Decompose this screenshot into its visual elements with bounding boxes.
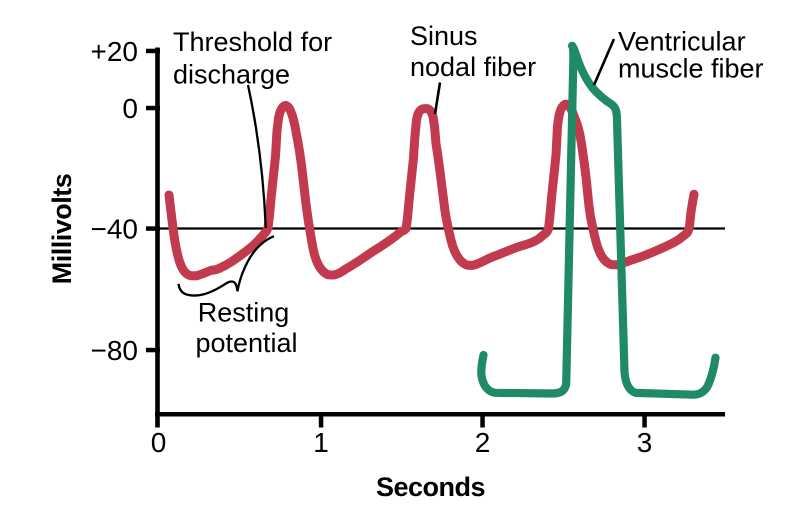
svg-text:Sinus: Sinus <box>410 21 478 51</box>
svg-text:nodal fiber: nodal fiber <box>410 52 536 82</box>
svg-text:Threshold for: Threshold for <box>173 27 332 57</box>
svg-text:discharge: discharge <box>173 60 290 90</box>
svg-text:−40: −40 <box>91 214 139 245</box>
svg-text:0: 0 <box>122 93 138 124</box>
svg-text:2: 2 <box>475 427 491 458</box>
svg-text:Ventricular: Ventricular <box>618 27 746 57</box>
svg-text:0: 0 <box>151 427 167 458</box>
svg-text:−80: −80 <box>91 335 139 366</box>
svg-text:1: 1 <box>313 427 329 458</box>
svg-text:Seconds: Seconds <box>376 472 485 502</box>
svg-text:3: 3 <box>637 427 653 458</box>
svg-text:muscle fiber: muscle fiber <box>618 54 764 84</box>
svg-text:potential: potential <box>195 328 297 358</box>
svg-text:Resting: Resting <box>198 298 290 328</box>
svg-text:Millivolts: Millivolts <box>47 174 77 285</box>
svg-text:+20: +20 <box>91 36 139 67</box>
